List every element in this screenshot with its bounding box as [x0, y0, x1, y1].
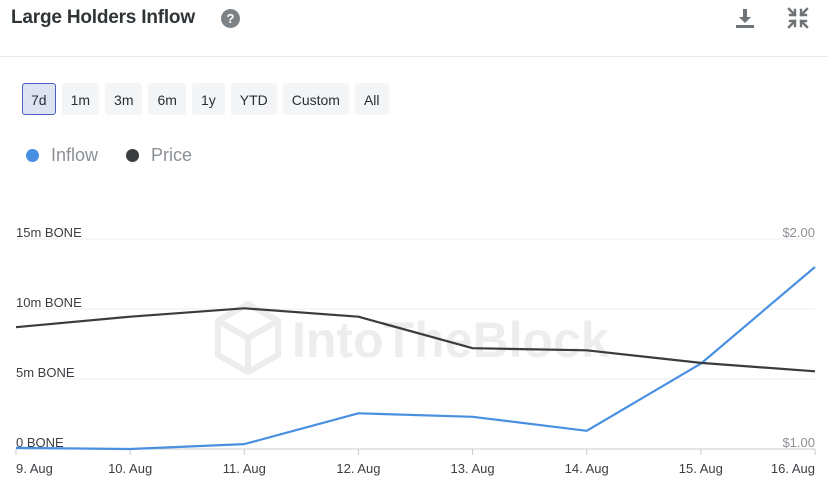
question-circle-icon[interactable]: ?	[221, 9, 240, 28]
range-ytd-button[interactable]: YTD	[230, 83, 277, 115]
range-custom-button[interactable]: Custom	[282, 83, 349, 115]
y-left-tick-label: 0 BONE	[16, 435, 64, 450]
range-7d-button[interactable]: 7d	[22, 83, 56, 115]
y-right-tick-label: $2.00	[782, 225, 815, 240]
x-tick-label: 12. Aug	[336, 461, 380, 476]
series-line-inflow	[15, 266, 816, 451]
legend-inflow-dot	[26, 149, 39, 162]
legend-item-inflow[interactable]: Inflow	[26, 145, 98, 166]
time-range-selector: 7d 1m 3m 6m 1y YTD Custom All	[22, 83, 389, 115]
y-left-tick-label: 15m BONE	[16, 225, 82, 240]
range-1m-button[interactable]: 1m	[61, 83, 100, 115]
x-tick-label: 16. Aug	[771, 461, 815, 476]
x-tick-label: 15. Aug	[679, 461, 723, 476]
chart-title: Large Holders Inflow	[11, 7, 195, 28]
series-line-price	[15, 307, 816, 373]
range-1y-button[interactable]: 1y	[191, 83, 225, 115]
collapse-arrows-icon[interactable]	[786, 6, 810, 30]
range-6m-button[interactable]: 6m	[148, 83, 186, 115]
x-tick-label: 14. Aug	[565, 461, 609, 476]
download-icon[interactable]	[733, 6, 757, 30]
x-tick-label: 13. Aug	[451, 461, 495, 476]
x-tick-label: 10. Aug	[108, 461, 152, 476]
legend-price-label: Price	[151, 145, 193, 165]
y-left-tick-label: 5m BONE	[16, 365, 75, 380]
chart-header: Large Holders Inflow ?	[0, 0, 828, 57]
legend-item-price[interactable]: Price	[126, 145, 192, 166]
range-3m-button[interactable]: 3m	[105, 83, 143, 115]
y-right-tick-label: $1.00	[782, 435, 815, 450]
y-left-tick-label: 10m BONE	[16, 295, 82, 310]
range-all-button[interactable]: All	[354, 83, 389, 115]
x-tick-label: 11. Aug	[223, 461, 266, 476]
legend-price-dot	[126, 149, 140, 162]
watermark-logo	[215, 300, 281, 376]
legend-inflow-label: Inflow	[51, 145, 99, 165]
x-tick-label: 9. Aug	[16, 461, 53, 476]
watermark-text: IntoTheBlock	[292, 312, 609, 368]
chart-legend: Inflow Price	[26, 145, 192, 166]
